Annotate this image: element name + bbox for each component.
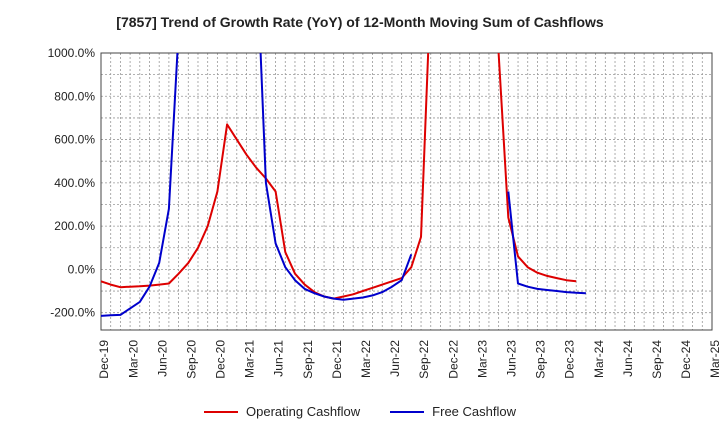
x-tick-label: Dec-20 bbox=[214, 340, 228, 379]
legend-swatch-free-cashflow bbox=[390, 410, 425, 413]
x-tick-label: Mar-20 bbox=[126, 340, 140, 378]
chart-legend: Operating Cashflow Free Cashflow bbox=[0, 404, 720, 419]
x-tick-label: Jun-24 bbox=[621, 340, 635, 377]
x-tick-label: Dec-21 bbox=[330, 340, 344, 379]
y-tick-label: 400.0% bbox=[54, 176, 95, 190]
y-tick-label: 600.0% bbox=[54, 133, 95, 147]
x-tick-label: Mar-25 bbox=[708, 340, 720, 378]
series-line-operating-cashflow bbox=[101, 53, 577, 300]
chart-title: [7857] Trend of Growth Rate (YoY) of 12-… bbox=[116, 14, 604, 30]
x-tick-label: Mar-23 bbox=[475, 340, 489, 378]
legend-item-free-cashflow: Free Cashflow bbox=[390, 404, 516, 419]
y-tick-label: -200.0% bbox=[50, 306, 95, 320]
x-tick-label: Jun-22 bbox=[388, 340, 402, 377]
x-tick-label: Dec-22 bbox=[446, 340, 460, 379]
plot-area-border bbox=[100, 52, 713, 331]
x-tick-label: Sep-24 bbox=[650, 340, 664, 379]
x-tick-label: Dec-19 bbox=[97, 340, 111, 379]
x-tick-label: Sep-22 bbox=[417, 340, 431, 379]
x-tick-label: Sep-21 bbox=[301, 340, 315, 379]
y-tick-label: 1000.0% bbox=[48, 46, 96, 60]
x-tick-label: Jun-21 bbox=[272, 340, 286, 377]
x-tick-label: Sep-23 bbox=[534, 340, 548, 379]
legend-swatch-operating-cashflow bbox=[204, 410, 238, 413]
x-tick-label: Mar-22 bbox=[359, 340, 373, 378]
x-tick-label: Mar-21 bbox=[243, 340, 257, 378]
legend-label-free-cashflow: Free Cashflow bbox=[432, 404, 516, 419]
legend-label-operating-cashflow: Operating Cashflow bbox=[246, 404, 361, 419]
x-tick-label: Jun-20 bbox=[155, 340, 169, 377]
legend-item-operating-cashflow: Operating Cashflow bbox=[204, 404, 360, 419]
series-line-free-cashflow bbox=[101, 53, 586, 317]
y-tick-label: 200.0% bbox=[54, 219, 95, 233]
x-tick-label: Mar-24 bbox=[592, 340, 606, 378]
x-tick-label: Dec-23 bbox=[563, 340, 577, 379]
x-tick-label: Sep-20 bbox=[184, 340, 198, 379]
x-tick-label: Dec-24 bbox=[679, 340, 693, 379]
x-tick-label: Jun-23 bbox=[505, 340, 519, 377]
y-tick-label: 800.0% bbox=[54, 89, 95, 103]
y-tick-label: 0.0% bbox=[68, 262, 96, 276]
